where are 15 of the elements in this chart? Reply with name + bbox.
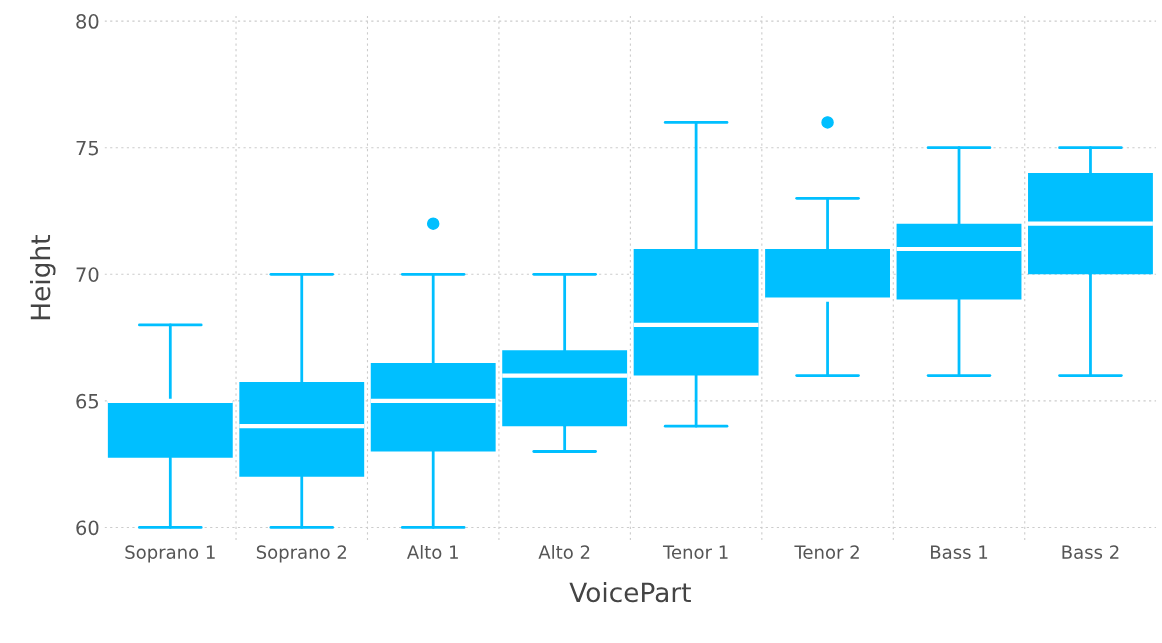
x-tick-label: Tenor 1 (662, 545, 728, 559)
x-tick-label: Tenor 2 (794, 545, 859, 559)
y-tick-label: 75 (76, 140, 99, 156)
x-axis-title: VoicePart (569, 581, 691, 603)
y-tick-label: 80 (76, 14, 99, 29)
x-tick-label: Alto 2 (538, 544, 590, 559)
x-tick-label: Bass 2 (1062, 545, 1119, 559)
y-tick-label: 70 (76, 267, 99, 282)
y-axis-title: Height (29, 235, 56, 320)
x-tick-label: Bass 1 (931, 545, 988, 559)
x-tick-label: Alto 1 (406, 544, 458, 559)
y-tick-label: 60 (76, 520, 99, 536)
x-tick-label: Soprano 1 (125, 545, 215, 563)
x-tick-label: Soprano 2 (256, 545, 347, 563)
y-tick-label: 65 (76, 393, 99, 409)
